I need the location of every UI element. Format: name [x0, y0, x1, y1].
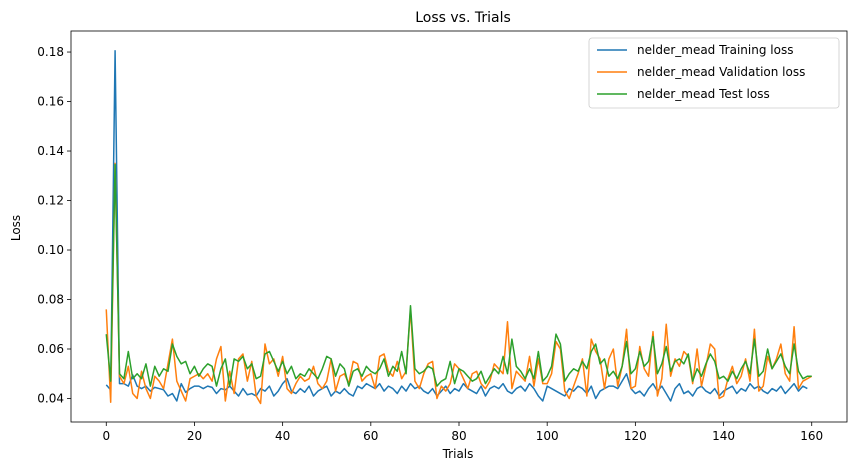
- chart-title: Loss vs. Trials: [415, 10, 511, 26]
- x-tick-label-1: 20: [187, 429, 202, 443]
- y-tick-label-6: 0.16: [37, 95, 64, 109]
- x-tick-label-0: 0: [102, 429, 110, 443]
- y-tick-label-7: 0.18: [37, 45, 64, 59]
- y-axis: 0.04 0.06 0.08 0.10 0.12 0.14 0.16 0.18: [37, 45, 71, 405]
- x-tick-label-4: 80: [451, 429, 466, 443]
- x-tick-label-2: 40: [275, 429, 290, 443]
- y-axis-label: Loss: [9, 215, 23, 241]
- y-tick-label-4: 0.12: [37, 194, 64, 208]
- legend-label-test: nelder_mead Test loss: [637, 87, 770, 101]
- y-tick-label-0: 0.04: [37, 391, 64, 405]
- x-tick-label-3: 60: [363, 429, 378, 443]
- y-tick-label-2: 0.08: [37, 293, 64, 307]
- x-tick-label-7: 140: [712, 429, 735, 443]
- x-axis: 0 20 40 60 80 100 120 140 160: [102, 422, 823, 443]
- y-tick-label-1: 0.06: [37, 342, 64, 356]
- legend: nelder_mead Training loss nelder_mead Va…: [588, 37, 840, 109]
- x-tick-label-5: 100: [536, 429, 559, 443]
- x-axis-label: Trials: [442, 447, 474, 461]
- series-line-0: [105, 50, 808, 402]
- legend-box: [588, 37, 840, 109]
- series-line-2: [105, 163, 812, 387]
- legend-label-validation: nelder_mead Validation loss: [637, 65, 805, 79]
- series-layer: [105, 50, 813, 405]
- y-tick-label-5: 0.14: [37, 144, 64, 158]
- x-tick-label-6: 120: [624, 429, 647, 443]
- y-tick-label-3: 0.10: [37, 243, 64, 257]
- legend-label-training: nelder_mead Training loss: [637, 43, 793, 57]
- x-tick-label-8: 160: [800, 429, 823, 443]
